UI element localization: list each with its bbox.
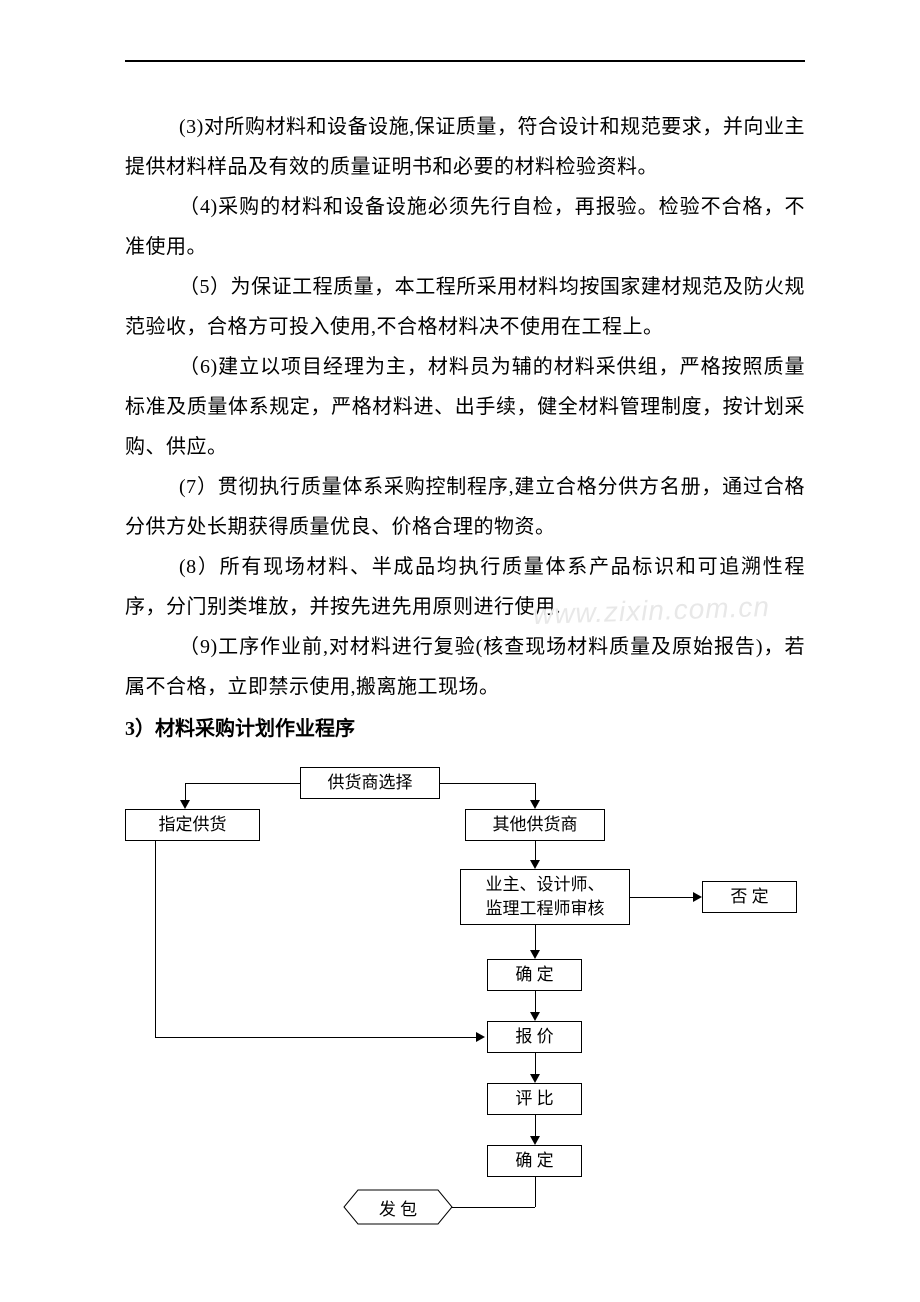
node-label: 供货商选择 <box>328 771 413 795</box>
paragraph-4: （4)采购的材料和设备设施必须先行自检，再报验。检验不合格，不准使用。 <box>125 187 805 267</box>
top-rule <box>125 60 805 62</box>
flowchart: 供货商选择 指定供货 其他供货商 业主、设计师、 监理工程师审核 否 定 <box>125 767 805 1242</box>
node-label: 指定供货 <box>159 813 227 837</box>
paragraph-3: (3)对所购材料和设备设施,保证质量，符合设计和规范要求，并向业主提供材料样品及… <box>125 107 805 187</box>
paragraph-6: （6)建立以项目经理为主，材料员为辅的材料采供组，严格按照质量标准及质量体系规定… <box>125 347 805 467</box>
paragraph-7: (7）贯彻执行质量体系采购控制程序,建立合格分供方名册，通过合格分供方处长期获得… <box>125 467 805 547</box>
node-label: 业主、设计师、 监理工程师审核 <box>486 873 605 921</box>
node-supplier-select: 供货商选择 <box>300 767 440 799</box>
node-designated: 指定供货 <box>125 809 260 841</box>
node-label: 其他供货商 <box>493 813 578 837</box>
node-quote: 报 价 <box>487 1021 582 1053</box>
node-review: 业主、设计师、 监理工程师审核 <box>460 869 630 925</box>
node-confirm2: 确 定 <box>487 1145 582 1177</box>
paragraph-8: (8）所有现场材料、半成品均执行质量体系产品标识和可追溯性程序，分门别类堆放，并… <box>125 547 805 627</box>
node-deny: 否 定 <box>702 881 797 913</box>
node-compare: 评 比 <box>487 1083 582 1115</box>
paragraph-9: （9)工序作业前,对材料进行复验(核查现场材料质量及原始报告)，若属不合格，立即… <box>125 627 805 707</box>
node-confirm1: 确 定 <box>487 959 582 991</box>
node-label: 否 定 <box>730 885 768 909</box>
paragraph-5: （5）为保证工程质量，本工程所采用材料均按国家建材规范及防火规范验收，合格方可投… <box>125 267 805 347</box>
node-label: 确 定 <box>515 963 553 987</box>
node-label: 发 包 <box>379 1195 417 1220</box>
node-label: 评 比 <box>515 1087 553 1111</box>
node-label: 确 定 <box>515 1149 553 1173</box>
node-award: 发 包 <box>343 1189 453 1225</box>
node-other-supplier: 其他供货商 <box>465 809 605 841</box>
node-label: 报 价 <box>515 1025 553 1049</box>
section-heading: 3）材料采购计划作业程序 <box>125 709 805 749</box>
